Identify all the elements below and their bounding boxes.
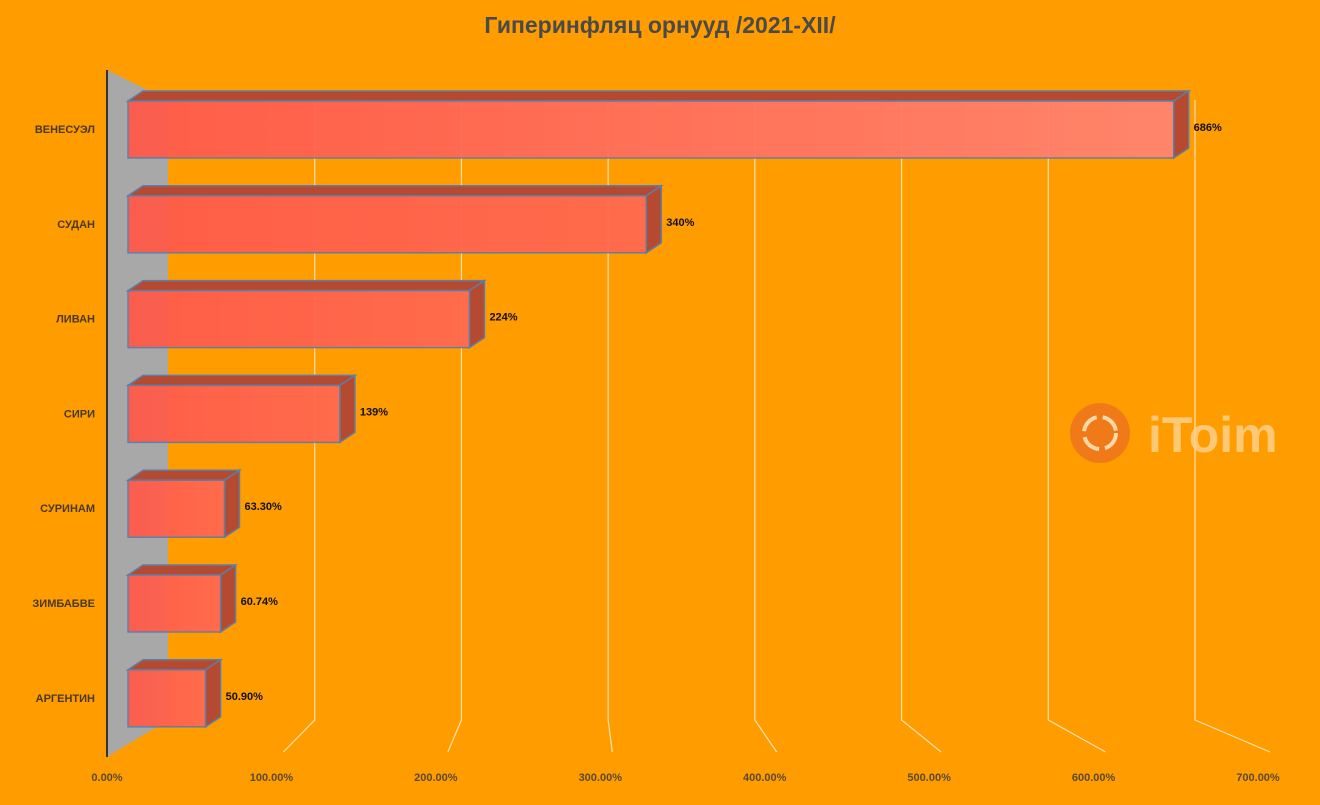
gridline [1194,100,1271,753]
bar-group: ЗИМБАБВЕ 60.74% [32,563,279,634]
bar-side-face [1172,89,1190,160]
bar [127,384,341,444]
bar-group: ЛИВАН 224% [56,279,518,350]
gridline [900,100,942,753]
bar [127,669,207,728]
x-tick-label: 400.00% [743,772,787,784]
bar-side-face [219,563,237,634]
category-label: АРГЕНТИН [36,693,95,705]
gridline [607,100,613,753]
bar [127,195,648,254]
category-label: ЗИМБАБВЕ [32,598,95,610]
watermark-logo: iToim [1070,403,1278,463]
bar-side-face [223,468,241,539]
bar-group: АРГЕНТИН 50.90% [36,658,264,729]
bar-top-face [125,564,239,576]
bar-top-face [125,185,664,197]
category-label: СУРИНАМ [40,503,95,515]
x-tick-label: 100.00% [250,772,294,784]
category-label: ВЕНЕСУЭЛ [35,124,95,136]
bar-top-face [125,374,358,387]
bar-top-face [125,90,1192,102]
bar-group: ВЕНЕСУЭЛ 686% [35,89,1222,160]
bar-side-face [468,279,486,350]
bar-side-face [204,658,222,729]
data-label: 224% [489,312,517,324]
bar [127,100,1175,159]
x-tick-label: 700.00% [1236,772,1280,784]
bar-side-face [645,184,663,255]
bar-top-face [125,279,487,292]
bar-side-face [339,373,356,444]
data-label: 139% [360,406,388,418]
x-tick-label: 300.00% [579,772,623,784]
data-label: 686% [1194,122,1222,134]
watermark-text: iToim [1148,407,1278,463]
category-label: СУДАН [57,219,95,231]
data-label: 63.30% [244,501,282,513]
bar-group: СИРИ 139% [64,373,388,444]
bar [127,289,471,349]
gridline [754,100,778,753]
x-tick-label: 600.00% [1072,772,1116,784]
bar-top-face [125,469,242,481]
chart-title: Гиперинфляц орнууд /2021-XII/ [484,12,836,38]
data-label: 60.74% [241,596,279,608]
bar [127,479,226,538]
category-label: СИРИ [64,408,95,420]
bar-group: СУДАН 340% [57,184,695,255]
x-tick-label: 500.00% [907,772,951,784]
x-tick-label: 200.00% [414,772,458,784]
x-tick-label: 0.00% [91,772,122,784]
bar [127,574,222,633]
bar-group: СУРИНАМ 63.30% [40,468,282,539]
category-label: ЛИВАН [56,314,95,326]
data-label: 340% [666,217,694,229]
data-label: 50.90% [226,691,264,703]
gridline [1047,100,1106,753]
